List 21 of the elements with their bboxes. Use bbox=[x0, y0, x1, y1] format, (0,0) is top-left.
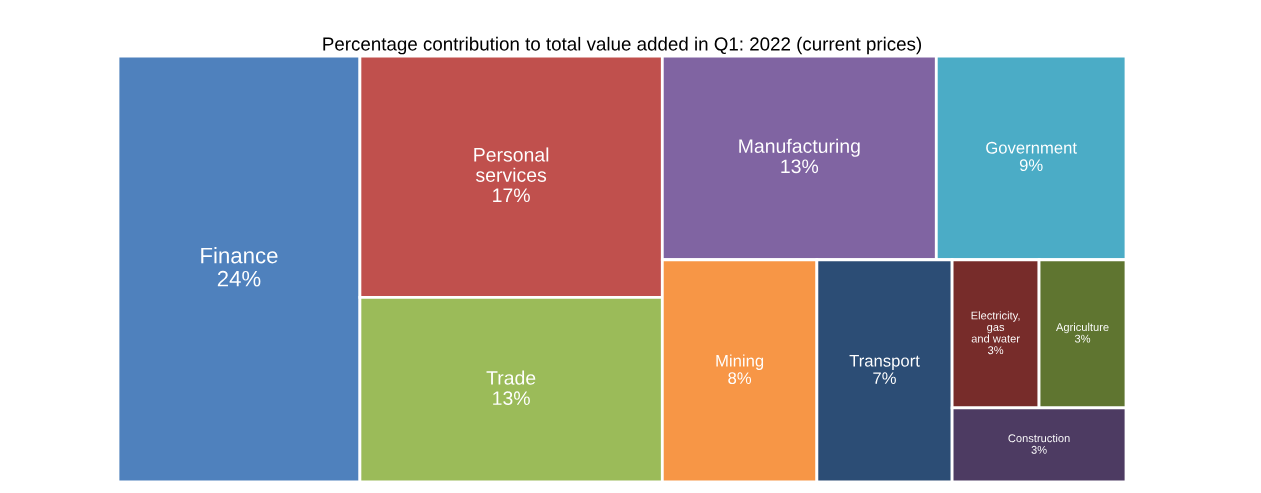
data-label: 13% bbox=[781, 159, 819, 174]
data-label: 9% bbox=[1019, 159, 1043, 172]
category-label: Government bbox=[986, 141, 1077, 154]
data-label: 8% bbox=[728, 372, 752, 385]
data-label: 3% bbox=[1031, 445, 1047, 454]
category-label: Trade bbox=[486, 370, 536, 385]
data-label: 7% bbox=[873, 372, 896, 384]
data-label: 13% bbox=[493, 391, 530, 406]
data-label: 24% bbox=[217, 270, 261, 287]
category-label: Finance bbox=[201, 247, 278, 264]
text: Percentage contribution to total value added in Q1: 2022 (current prices) bbox=[323, 36, 922, 55]
data-label: 3% bbox=[987, 346, 1004, 355]
category-label: Construction bbox=[1008, 434, 1070, 443]
category-label: Electricity, gas and water bbox=[971, 311, 1020, 343]
data-label: 3% bbox=[1074, 334, 1091, 343]
category-label: Agriculture bbox=[1056, 322, 1109, 334]
data-label: 17% bbox=[493, 188, 530, 203]
category-label: Mining bbox=[716, 354, 764, 370]
category-label: Personal services bbox=[474, 147, 549, 182]
category-label: Transport bbox=[849, 355, 920, 370]
category-label: Manufacturing bbox=[739, 138, 860, 157]
